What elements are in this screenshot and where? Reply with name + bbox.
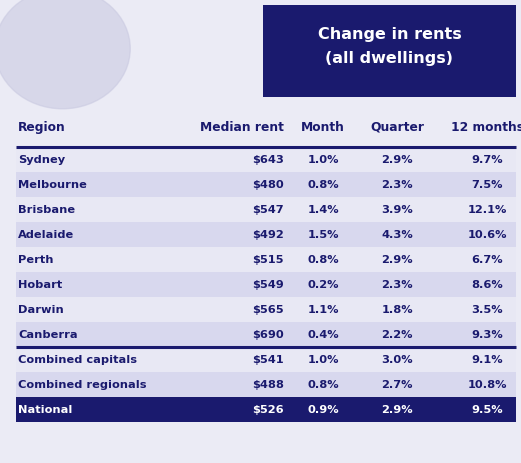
Text: 12.1%: 12.1% xyxy=(467,205,507,215)
Text: Canberra: Canberra xyxy=(18,330,78,340)
Text: 2.7%: 2.7% xyxy=(381,380,413,390)
Text: 2.3%: 2.3% xyxy=(381,180,413,190)
Bar xyxy=(16,347,516,372)
Text: 1.0%: 1.0% xyxy=(307,355,339,365)
Circle shape xyxy=(0,0,130,109)
Text: 1.8%: 1.8% xyxy=(381,305,413,315)
Text: 10.6%: 10.6% xyxy=(467,230,507,240)
Text: 0.2%: 0.2% xyxy=(307,280,339,290)
Text: $515: $515 xyxy=(253,255,284,265)
Text: 3.0%: 3.0% xyxy=(381,355,413,365)
Text: 0.8%: 0.8% xyxy=(307,380,339,390)
Text: Brisbane: Brisbane xyxy=(18,205,76,215)
Text: 4.3%: 4.3% xyxy=(381,230,413,240)
Text: $643: $643 xyxy=(252,155,284,165)
Text: Perth: Perth xyxy=(18,255,54,265)
Text: Change in rents
(all dwellings): Change in rents (all dwellings) xyxy=(318,26,461,66)
Text: 9.7%: 9.7% xyxy=(472,155,503,165)
Text: $549: $549 xyxy=(252,280,284,290)
Text: National: National xyxy=(18,405,72,415)
Text: $541: $541 xyxy=(252,355,284,365)
Text: $547: $547 xyxy=(252,205,284,215)
Text: 1.5%: 1.5% xyxy=(307,230,339,240)
Text: 10.8%: 10.8% xyxy=(467,380,507,390)
Text: 2.9%: 2.9% xyxy=(381,255,413,265)
Text: 2.9%: 2.9% xyxy=(381,155,413,165)
Bar xyxy=(16,247,516,272)
Text: Region: Region xyxy=(18,121,66,134)
Text: 2.3%: 2.3% xyxy=(381,280,413,290)
Text: Month: Month xyxy=(301,121,345,134)
Text: Combined regionals: Combined regionals xyxy=(18,380,147,390)
Text: 7.5%: 7.5% xyxy=(472,180,503,190)
Text: $492: $492 xyxy=(252,230,284,240)
Bar xyxy=(16,197,516,222)
Bar xyxy=(16,222,516,247)
Text: $526: $526 xyxy=(252,405,284,415)
Text: 1.0%: 1.0% xyxy=(307,155,339,165)
Text: 9.3%: 9.3% xyxy=(472,330,503,340)
Text: Adelaide: Adelaide xyxy=(18,230,75,240)
Text: Hobart: Hobart xyxy=(18,280,63,290)
Text: $565: $565 xyxy=(252,305,284,315)
Text: Quarter: Quarter xyxy=(370,121,424,134)
Text: Median rent: Median rent xyxy=(200,121,284,134)
Text: 3.5%: 3.5% xyxy=(472,305,503,315)
Text: Sydney: Sydney xyxy=(18,155,65,165)
Text: $690: $690 xyxy=(252,330,284,340)
Text: 0.8%: 0.8% xyxy=(307,255,339,265)
Text: 1.1%: 1.1% xyxy=(307,305,339,315)
Text: 9.5%: 9.5% xyxy=(472,405,503,415)
Bar xyxy=(16,397,516,422)
Text: Darwin: Darwin xyxy=(18,305,64,315)
Text: 6.7%: 6.7% xyxy=(472,255,503,265)
Text: 8.6%: 8.6% xyxy=(472,280,503,290)
Text: $480: $480 xyxy=(252,180,284,190)
Bar xyxy=(16,172,516,197)
Text: 3.9%: 3.9% xyxy=(381,205,413,215)
Text: 2.2%: 2.2% xyxy=(381,330,413,340)
Text: Melbourne: Melbourne xyxy=(18,180,87,190)
Text: 0.8%: 0.8% xyxy=(307,180,339,190)
Bar xyxy=(16,147,516,172)
Bar xyxy=(16,322,516,347)
Bar xyxy=(16,372,516,397)
Text: 12 months: 12 months xyxy=(451,121,521,134)
Text: 9.1%: 9.1% xyxy=(472,355,503,365)
Text: Combined capitals: Combined capitals xyxy=(18,355,137,365)
Text: $488: $488 xyxy=(252,380,284,390)
Bar xyxy=(263,5,516,97)
Bar xyxy=(16,297,516,322)
Text: 0.4%: 0.4% xyxy=(307,330,339,340)
Text: 0.9%: 0.9% xyxy=(307,405,339,415)
Bar xyxy=(16,272,516,297)
Text: 2.9%: 2.9% xyxy=(381,405,413,415)
Text: 1.4%: 1.4% xyxy=(307,205,339,215)
